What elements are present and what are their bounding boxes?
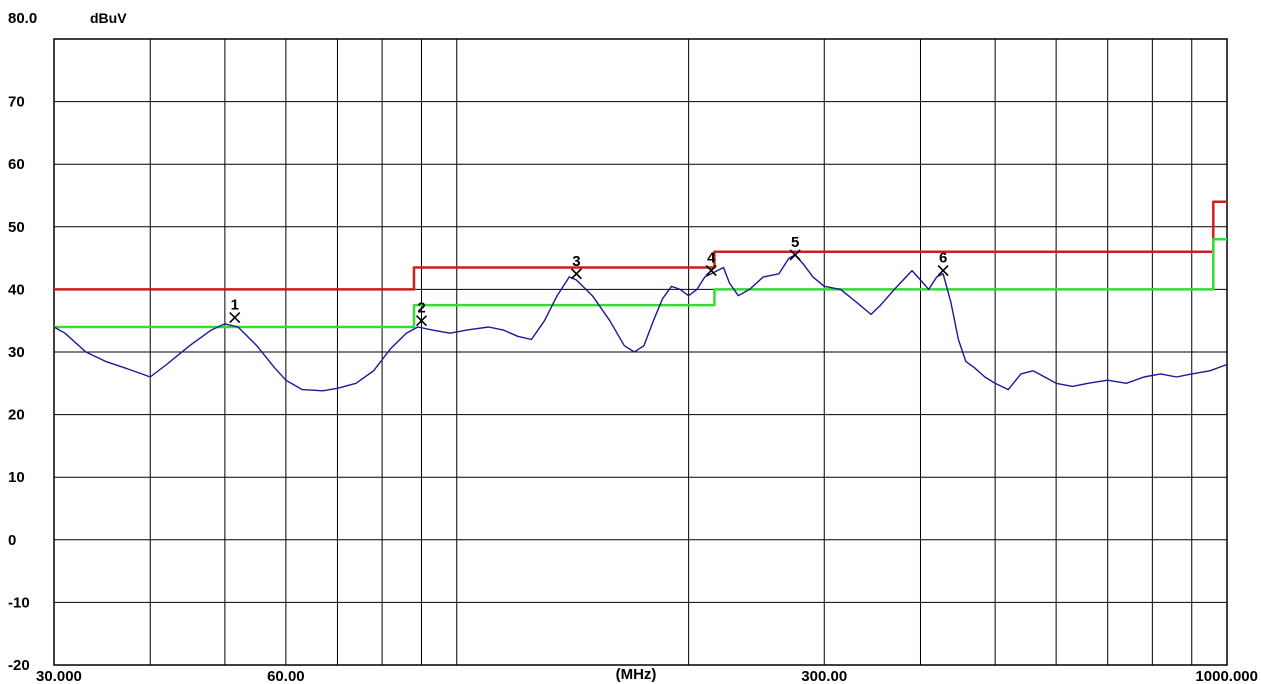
marker-label: 4	[707, 250, 716, 267]
y-tick-label: 10	[8, 469, 25, 486]
marker-layer: 1 2 3 4 5 6	[229, 234, 949, 327]
series-limit-low	[54, 238, 1227, 329]
marker-x-icon	[789, 249, 801, 261]
marker-label: 1	[231, 297, 239, 314]
x-tick-labels: 30.000 60.00 300.00 1000.000	[36, 668, 1258, 684]
y-tick-label: 60	[8, 156, 25, 173]
marker-5: 5	[789, 234, 801, 261]
y-tick-label: 80.0	[8, 10, 37, 27]
x-axis-unit: (MHz)	[616, 666, 657, 683]
x-tick-label: 60.00	[267, 668, 305, 684]
marker-x-icon	[229, 312, 241, 324]
marker-x-icon	[937, 265, 949, 277]
y-tick-label: 30	[8, 344, 25, 361]
x-tick-label: 300.00	[801, 668, 847, 684]
marker-label: 6	[939, 250, 947, 267]
marker-x-icon	[570, 268, 582, 280]
marker-x-icon	[705, 265, 717, 277]
marker-1: 1	[229, 297, 241, 324]
y-tick-label: -20	[8, 657, 30, 674]
grid-lines	[54, 39, 1227, 665]
marker-x-icon	[415, 315, 428, 327]
x-tick-label: 1000.000	[1195, 668, 1258, 684]
y-tick-labels: 80.0 70 60 50 40 30 20 10 0 -10 -20	[8, 10, 37, 674]
y-tick-label: 50	[8, 219, 25, 236]
series-trace	[53, 254, 1228, 392]
marker-6: 6	[937, 250, 949, 277]
x-tick-label: 30.000	[36, 668, 82, 684]
y-tick-label: 20	[8, 407, 25, 424]
series-layer	[53, 200, 1228, 392]
y-tick-label: 0	[8, 532, 16, 549]
marker-label: 3	[572, 253, 580, 270]
marker-4: 4	[705, 250, 717, 277]
marker-label: 2	[417, 300, 425, 317]
y-tick-label: 70	[8, 94, 25, 111]
marker-2: 2	[415, 300, 428, 327]
series-limit-high	[54, 200, 1227, 291]
marker-label: 5	[791, 234, 799, 251]
y-tick-label: -10	[8, 594, 30, 611]
marker-3: 3	[570, 253, 582, 280]
y-axis-unit: dBuV	[90, 10, 127, 26]
y-tick-label: 40	[8, 281, 25, 298]
